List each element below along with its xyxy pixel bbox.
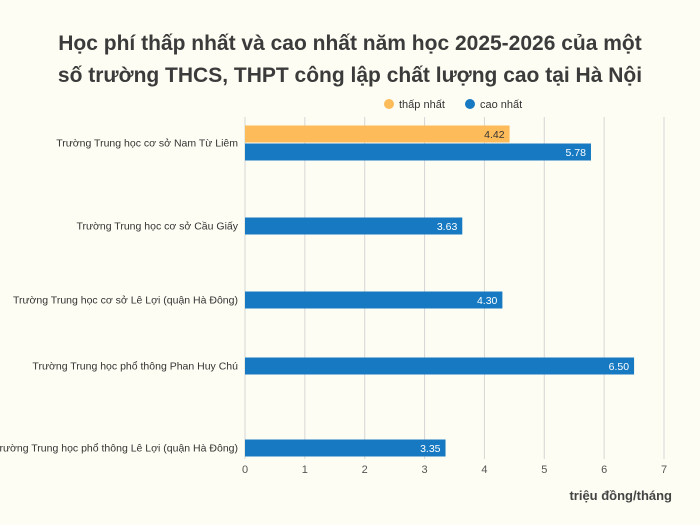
x-tick-label: 3: [422, 464, 428, 476]
bar-value-label: 4.30: [477, 295, 498, 307]
x-tick-label: 7: [661, 464, 667, 476]
x-axis-ticks: 0 1 2 3 4 5 6 7: [242, 464, 667, 476]
x-tick-label: 0: [242, 464, 248, 476]
legend-swatch: [465, 99, 475, 109]
category-labels: Trường Trung học cơ sở Nam Từ Liêm Trường…: [0, 138, 239, 455]
category-label: Trường Trung học cơ sở Lê Lợi (quận Hà Đ…: [13, 295, 238, 307]
bars: 4.42 5.78 3.63 4.30 6.50 3.35: [245, 125, 635, 457]
bar-value-label: 4.42: [484, 129, 505, 141]
chart-title-line-2: số trường THCS, THPT công lập chất lượng…: [57, 64, 643, 87]
gridlines: [244, 117, 665, 459]
bar-value-label: 3.63: [437, 221, 458, 233]
x-tick-label: 6: [601, 464, 607, 476]
legend: thấp nhất cao nhất: [384, 99, 522, 111]
x-tick-label: 1: [302, 464, 308, 476]
bar-value-label: 5.78: [566, 147, 587, 159]
bar-max: [245, 217, 463, 235]
category-label: Trường Trung học cơ sở Nam Từ Liêm: [56, 138, 238, 150]
category-label: Trường Trung học cơ sở Cầu Giấy: [76, 221, 238, 233]
legend-swatch: [384, 99, 394, 109]
bar-max: [245, 291, 503, 309]
bar-max: [245, 439, 446, 457]
category-label: Trường Trung học phổ thông Lê Lợi (quận …: [0, 443, 238, 455]
chart-title-line-1: Học phí thấp nhất và cao nhất năm học 20…: [58, 32, 642, 55]
legend-label: thấp nhất: [399, 99, 445, 111]
bar-min: [245, 125, 510, 143]
bar-value-label: 3.35: [420, 443, 441, 455]
bar-max: [245, 143, 591, 161]
category-label: Trường Trung học phổ thông Phan Huy Chú: [32, 361, 238, 373]
x-tick-label: 4: [481, 464, 487, 476]
x-axis-label: triệu đồng/tháng: [569, 488, 672, 503]
bar-max: [245, 357, 635, 375]
x-tick-label: 5: [541, 464, 547, 476]
legend-label: cao nhất: [480, 99, 522, 111]
x-tick-label: 2: [362, 464, 368, 476]
chart-title: Học phí thấp nhất và cao nhất năm học 20…: [0, 28, 700, 92]
bar-value-label: 6.50: [609, 361, 630, 373]
